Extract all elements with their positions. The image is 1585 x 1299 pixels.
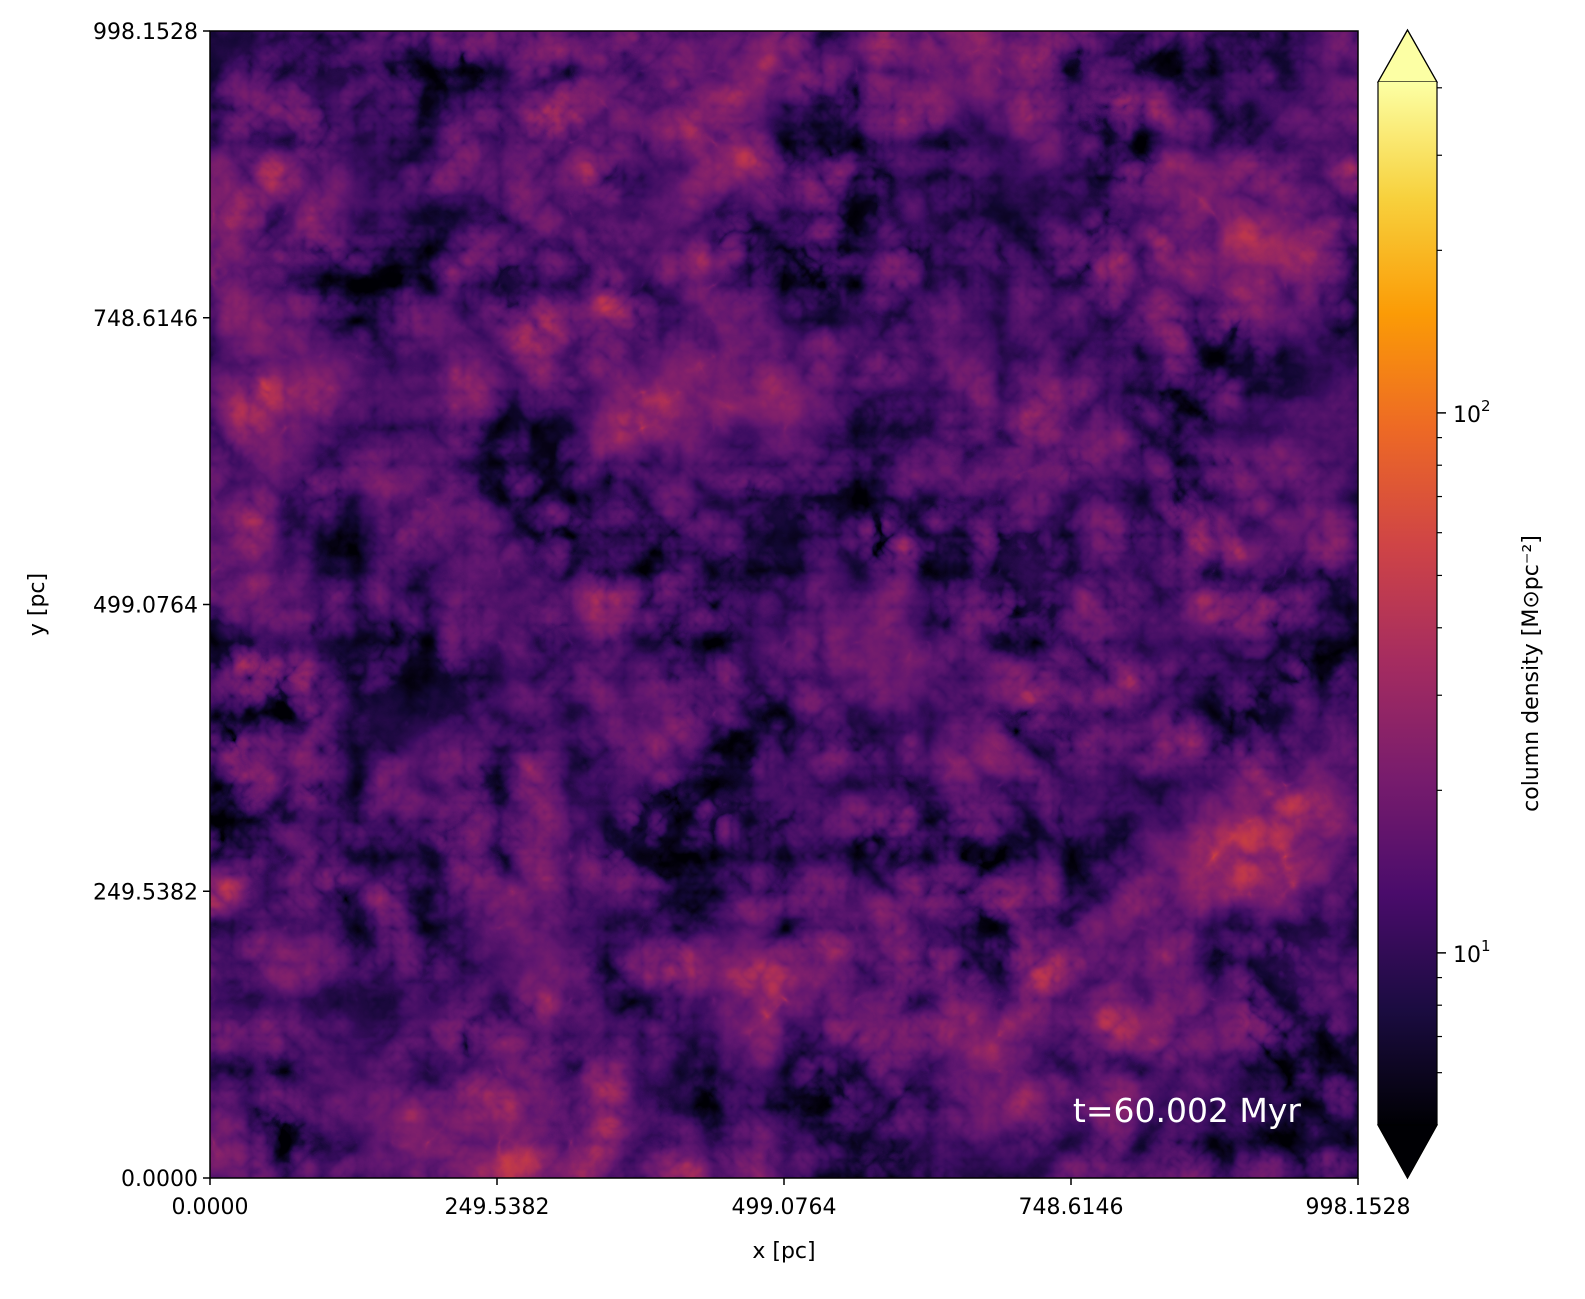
y-tick-label: 499.0764 xyxy=(93,594,198,619)
colorbar-outline xyxy=(1377,28,1438,1180)
colorbar-tick-exponent: 1 xyxy=(1481,937,1491,955)
x-tick-label: 499.0764 xyxy=(732,1195,837,1220)
colorbar-tick-label: 101 xyxy=(1453,937,1491,968)
x-tick-label: 748.6146 xyxy=(1019,1195,1124,1220)
colorbar-label: column density [M⊙pc⁻²] xyxy=(1519,535,1544,812)
colorbar-tick-base: 10 xyxy=(1453,943,1481,968)
x-tick-label: 249.5382 xyxy=(445,1195,550,1220)
y-tick-label: 0.0000 xyxy=(121,1167,198,1192)
x-axis: 0.0000 249.5382 499.0764 748.6146 998.1528 xyxy=(172,1178,1411,1220)
x-tick-label: 998.1528 xyxy=(1306,1195,1411,1220)
y-tick-label: 748.6146 xyxy=(93,307,198,332)
colorbar-gradient xyxy=(1378,82,1437,1125)
y-axis: 0.0000 249.5382 499.0764 748.6146 998.1528 xyxy=(93,20,210,1192)
y-axis-label: y [pc] xyxy=(25,573,50,636)
heatmap-image xyxy=(210,31,1358,1178)
x-axis-label: x [pc] xyxy=(752,1239,815,1264)
y-tick-label: 249.5382 xyxy=(93,880,198,905)
time-annotation: t=60.002 Myr xyxy=(1073,1091,1302,1130)
colorbar-extend-max xyxy=(1376,28,1439,83)
colorbar-tick-base: 10 xyxy=(1453,403,1481,428)
colorbar-tick-exponent: 2 xyxy=(1481,397,1491,415)
y-tick-label: 998.1528 xyxy=(93,20,198,45)
colorbar-tick-label: 102 xyxy=(1453,397,1491,428)
colorbar-extend-min xyxy=(1376,1124,1439,1180)
x-tick-label: 0.0000 xyxy=(172,1195,249,1220)
